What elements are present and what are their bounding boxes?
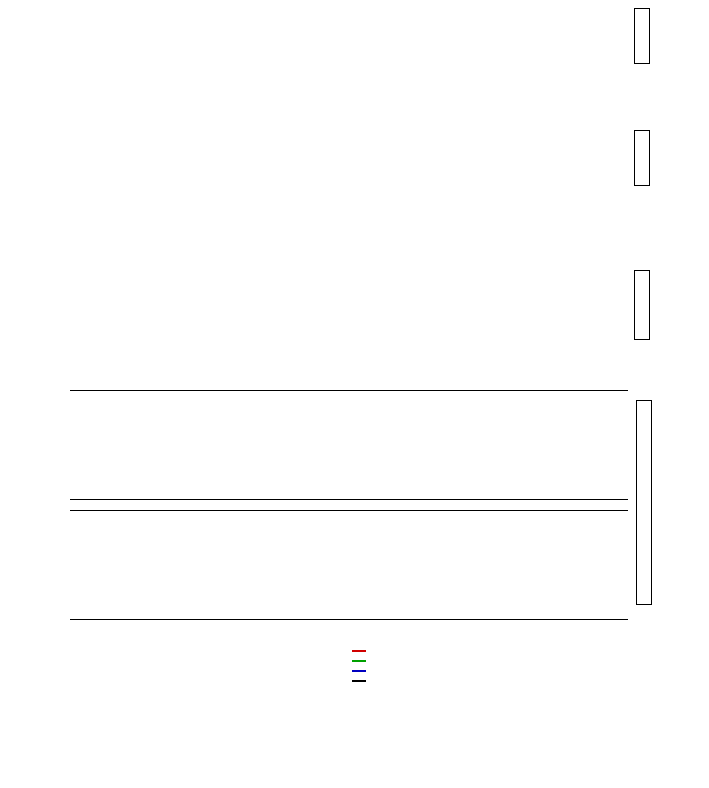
cb-canvas-shared [636, 400, 652, 605]
cb-canvas-smau [634, 130, 650, 186]
cb-canvas-smal [634, 270, 650, 340]
colorbar-smal [634, 270, 650, 340]
legend-0 [352, 645, 369, 655]
heatmap-so4 [70, 511, 628, 621]
panel-lines [70, 650, 628, 755]
panel-sma-upper [65, 126, 625, 251]
heatmap-org [70, 391, 628, 501]
panel-so4-hce [70, 510, 628, 620]
legend-2 [352, 665, 369, 675]
panel-bri [65, 8, 625, 112]
heatmap-sma-lower [65, 266, 625, 376]
line-canvas [70, 650, 628, 755]
cb-canvas-bri [634, 8, 650, 64]
legend-1 [352, 655, 369, 665]
colorbar-shared [636, 400, 652, 605]
legend-3 [352, 675, 369, 685]
heatmap-bri [65, 8, 625, 112]
colorbar-bri [634, 8, 650, 64]
panel-org-hce [70, 390, 628, 500]
heatmap-sma-upper [65, 126, 625, 251]
panel-sma-lower [65, 266, 625, 376]
colorbar-smau [634, 130, 650, 186]
